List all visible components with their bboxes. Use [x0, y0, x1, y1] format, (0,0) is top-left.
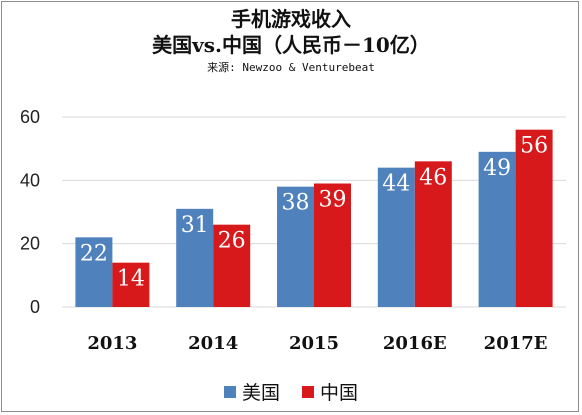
x-tick-label: 2014 [188, 333, 238, 354]
bar-us [75, 237, 113, 307]
data-label: 31 [181, 213, 209, 238]
x-tick-label: 2017E [484, 333, 548, 354]
legend-swatch-us [223, 385, 236, 398]
bar-cn [414, 161, 452, 307]
chart-source: 来源: Newzoo & Venturebeat [207, 61, 375, 74]
data-label: 44 [382, 172, 410, 197]
legend-item-us: 美国 [223, 378, 280, 405]
data-label: 38 [282, 191, 310, 216]
x-tick-label: 2015 [289, 333, 339, 354]
bar-cn [213, 224, 251, 307]
legend: 美国 中国 [0, 378, 582, 405]
y-tick-label: 40 [20, 170, 40, 190]
x-tick-label: 2013 [87, 333, 137, 354]
data-label: 14 [117, 267, 145, 292]
bar-us [478, 151, 516, 307]
legend-label-us: 美国 [241, 382, 280, 404]
bar-cn [314, 183, 351, 307]
y-tick-label: 60 [20, 107, 40, 127]
data-label: 46 [419, 165, 447, 190]
bar-us [277, 186, 314, 307]
y-tick-label: 0 [30, 297, 40, 317]
chart-title-line2: 美国vs.中国（人民币－10亿） [152, 33, 430, 57]
legend-label-cn: 中国 [320, 382, 359, 404]
bar-us [176, 208, 214, 307]
bar-us [377, 167, 415, 307]
data-label: 26 [218, 229, 246, 254]
legend-swatch-cn [302, 385, 314, 398]
data-label: 22 [80, 241, 108, 266]
title-block: 手机游戏收入 美国vs.中国（人民币－10亿） 来源: Newzoo & Ven… [0, 6, 582, 76]
data-label: 49 [483, 156, 511, 181]
x-tick-label: 2016E [383, 333, 447, 354]
bar-cn [112, 262, 150, 307]
data-label: 39 [319, 188, 347, 213]
chart-title-line1: 手机游戏收入 [231, 7, 351, 31]
bar-cn [515, 129, 553, 307]
y-tick-label: 20 [20, 234, 40, 254]
data-label: 56 [520, 134, 548, 159]
legend-item-cn: 中国 [302, 378, 358, 405]
